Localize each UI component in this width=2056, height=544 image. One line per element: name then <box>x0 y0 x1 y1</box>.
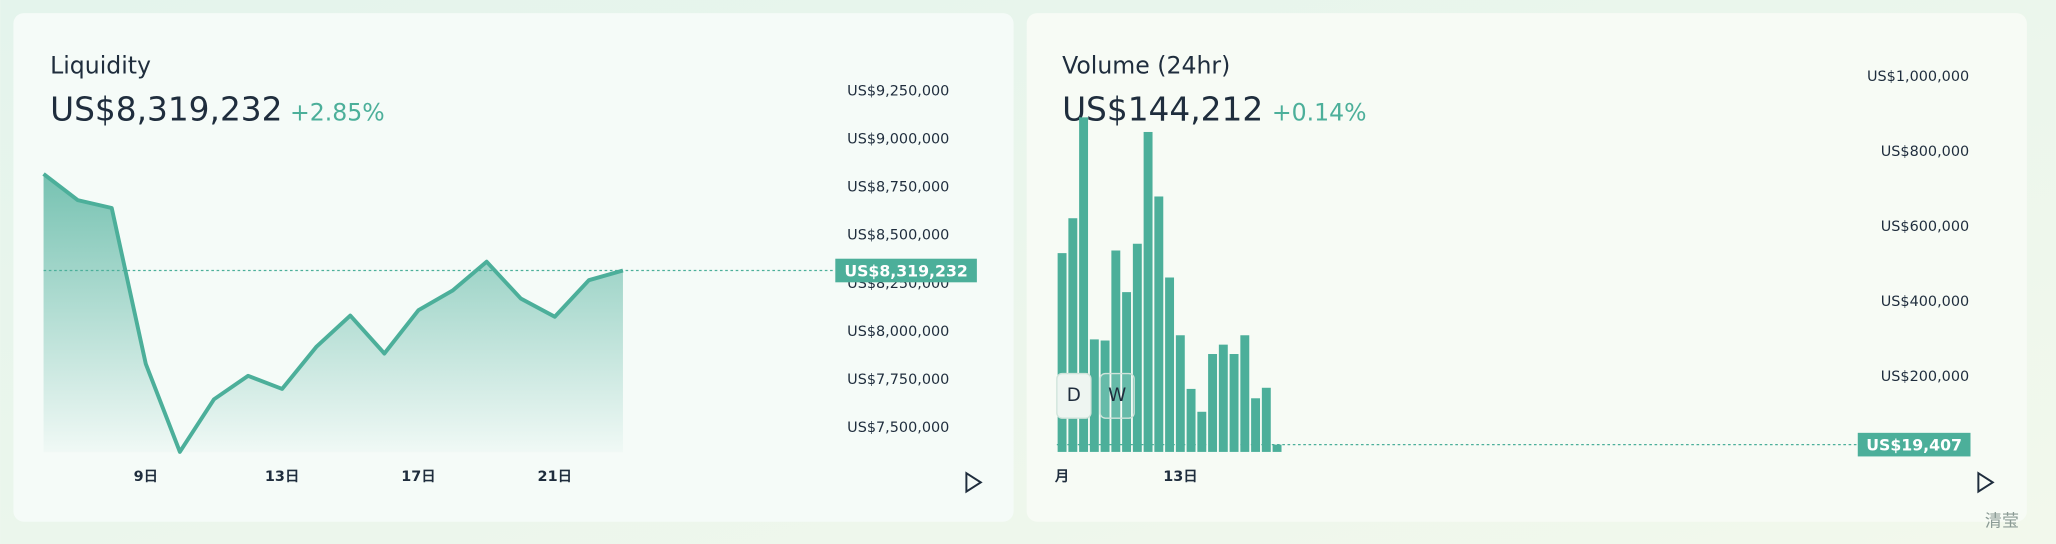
timeframe-label: W <box>1108 385 1126 406</box>
current-tag <box>835 258 977 283</box>
bar <box>1229 354 1239 452</box>
change: +2.85% <box>290 99 385 127</box>
watermark: 清莹 <box>1985 512 2019 532</box>
bar <box>1165 277 1175 452</box>
headline-value: US$144,212 <box>1062 90 1263 128</box>
y-tick-label: US$7,500,000 <box>847 420 949 436</box>
bar <box>1068 218 1078 452</box>
card <box>1026 13 2027 522</box>
y-tick-label: US$8,750,000 <box>847 180 949 196</box>
timeframe-label: D <box>1067 385 1081 406</box>
bar <box>1208 354 1218 452</box>
bar <box>1240 335 1250 452</box>
bar <box>1154 196 1164 452</box>
play-button[interactable] <box>965 471 983 494</box>
x-tick-label: 17日 <box>401 468 435 485</box>
card-title: Liquidity <box>50 51 151 79</box>
y-tick-label: US$7,750,000 <box>847 372 949 388</box>
y-tick-label: US$600,000 <box>1881 219 1969 235</box>
bar <box>1057 253 1067 452</box>
timeframe-button[interactable] <box>1099 372 1135 419</box>
bar <box>1111 250 1121 452</box>
bar <box>1186 388 1196 452</box>
bar <box>1079 117 1089 452</box>
y-tick-label: US$8,000,000 <box>847 324 949 340</box>
current-tag <box>1857 432 1971 457</box>
card-title: Volume (24hr) <box>1062 51 1230 79</box>
bar <box>1272 444 1282 452</box>
x-tick-label: 月 <box>1054 468 1069 485</box>
bar <box>1175 335 1185 452</box>
bar <box>1261 387 1271 452</box>
y-tick-label: US$9,000,000 <box>847 131 949 147</box>
current-label: US$19,407 <box>1866 435 1962 454</box>
bar <box>1218 344 1228 452</box>
bar <box>1197 411 1207 452</box>
bar <box>1143 131 1153 452</box>
y-tick-label: US$800,000 <box>1881 144 1969 160</box>
bar <box>1132 243 1142 452</box>
play-button[interactable] <box>1977 471 1995 494</box>
bar <box>1251 398 1261 452</box>
y-tick-label: US$400,000 <box>1881 294 1969 310</box>
bar <box>1100 340 1110 452</box>
change: +0.14% <box>1272 99 1367 127</box>
area <box>43 173 623 453</box>
y-tick-label: US$1,000,000 <box>1867 69 1969 85</box>
timeframe-button[interactable] <box>1056 372 1092 419</box>
bar <box>1122 292 1132 452</box>
line <box>42 172 624 454</box>
y-tick-label: US$9,250,000 <box>847 83 949 99</box>
x-tick-label: 21日 <box>538 468 572 485</box>
headline-value: US$8,319,232 <box>50 90 282 128</box>
current-label: US$8,319,232 <box>844 261 968 280</box>
x-tick-label: 13日 <box>1163 468 1197 485</box>
x-tick-label: 13日 <box>265 468 299 485</box>
y-tick-label: US$8,500,000 <box>847 228 949 244</box>
x-tick-label: 9日 <box>134 468 158 485</box>
bar <box>1089 339 1099 452</box>
y-tick-label: US$200,000 <box>1881 369 1969 385</box>
